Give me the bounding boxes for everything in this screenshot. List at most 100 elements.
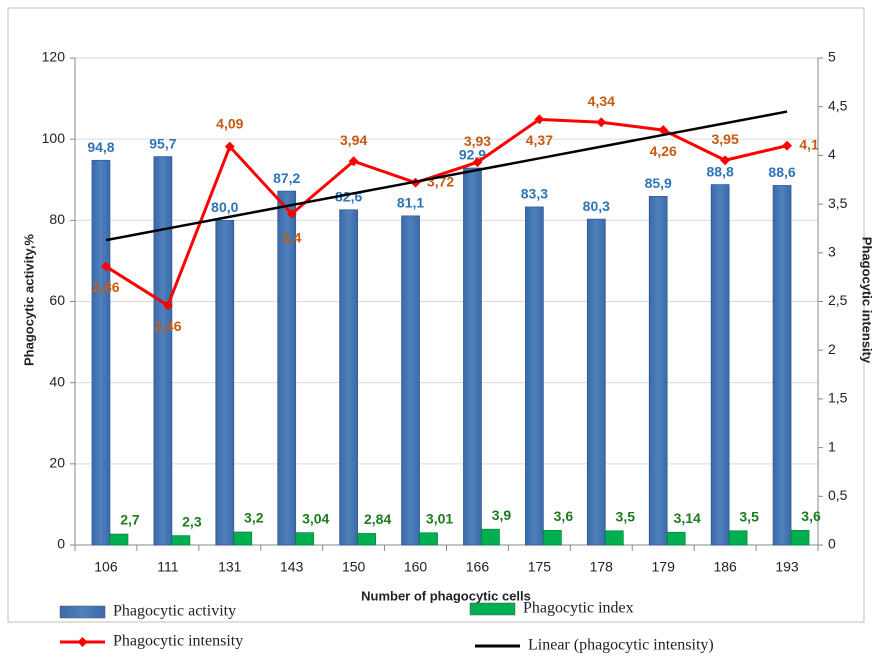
y-tick-label: 100 <box>42 130 66 146</box>
data-label: 88,6 <box>768 164 795 180</box>
data-label: 3,93 <box>464 133 491 149</box>
y2-tick-label: 1 <box>828 438 836 454</box>
x-axis-title: Number of phagocytic cells <box>361 588 531 603</box>
y-tick-label: 60 <box>49 292 65 308</box>
legend-label: Linear (phagocytic intensity) <box>528 637 714 654</box>
y2-axis-title: Phagocytic intensity <box>860 237 872 364</box>
marker <box>782 140 792 151</box>
data-label: 81,1 <box>397 195 424 211</box>
bar <box>215 219 235 546</box>
marker <box>658 125 669 136</box>
data-label: 92,9 <box>459 147 486 163</box>
y-tick-label: 20 <box>49 455 65 471</box>
data-label: 80,0 <box>211 199 238 215</box>
marker <box>596 117 607 128</box>
legend-swatch <box>469 602 516 616</box>
x-tick-label: 150 <box>342 559 366 575</box>
trend-line <box>105 110 788 242</box>
data-label: 3,9 <box>492 507 512 523</box>
data-label: 2,86 <box>92 279 119 295</box>
y2-tick-label: 2,5 <box>828 292 848 308</box>
legend-marker <box>77 637 88 647</box>
data-label: 3,4 <box>282 230 302 246</box>
bar <box>277 190 297 546</box>
data-label: 3,2 <box>244 510 264 526</box>
data-label: 94,8 <box>87 139 114 155</box>
data-label: 4,34 <box>588 93 615 109</box>
y-axis-title: Phagocytic activity,% <box>21 234 36 366</box>
y-tick-label: 0 <box>57 536 65 552</box>
data-label: 3,6 <box>554 508 574 524</box>
data-label: 87,2 <box>273 170 300 186</box>
x-tick-label: 143 <box>280 559 304 575</box>
y2-tick-label: 3,5 <box>828 195 848 211</box>
data-label: 3,5 <box>739 508 759 524</box>
x-tick-label: 193 <box>775 559 799 575</box>
data-label: 85,9 <box>645 175 672 191</box>
y2-tick-label: 5 <box>828 49 836 65</box>
y-tick-label: 40 <box>49 373 65 389</box>
bar <box>339 209 358 546</box>
data-label: 4,09 <box>216 115 243 131</box>
y2-tick-label: 4,5 <box>828 97 848 113</box>
data-label: 2,7 <box>120 512 140 528</box>
bar <box>463 167 482 546</box>
data-label: 2,46 <box>154 318 181 334</box>
y2-tick-label: 3 <box>828 244 836 260</box>
line <box>105 117 788 308</box>
bar <box>357 533 376 546</box>
x-tick-label: 166 <box>466 559 490 575</box>
bar <box>91 159 111 546</box>
bar <box>419 532 438 546</box>
x-tick-label: 179 <box>652 559 676 575</box>
bar <box>604 530 624 546</box>
data-label: 3,01 <box>426 510 453 526</box>
marker <box>534 114 545 125</box>
x-tick-label: 175 <box>528 559 552 575</box>
bar <box>790 530 810 546</box>
chart-frame <box>7 7 865 623</box>
bar <box>666 531 686 546</box>
x-tick-label: 186 <box>713 559 737 575</box>
legend-label: Phagocytic activity <box>113 603 236 620</box>
data-label: 4,37 <box>526 132 553 148</box>
bar <box>401 215 420 546</box>
x-tick-label: 178 <box>590 559 614 575</box>
bar <box>648 196 668 546</box>
legend-label: Phagocytic intensity <box>113 633 243 650</box>
bar <box>153 156 173 546</box>
y2-tick-label: 0 <box>828 536 836 552</box>
x-tick-label: 111 <box>157 559 178 575</box>
data-label: 3,95 <box>712 131 739 147</box>
data-label: 2,3 <box>182 513 202 529</box>
y2-tick-label: 1,5 <box>828 390 848 406</box>
marker <box>720 155 731 166</box>
marker <box>348 156 359 167</box>
marker <box>162 300 173 311</box>
x-tick-label: 131 <box>218 559 242 575</box>
data-label: 3,14 <box>674 510 701 526</box>
legend-label: Phagocytic index <box>523 600 634 617</box>
y2-tick-label: 2 <box>828 341 836 357</box>
marker <box>224 141 235 152</box>
data-label: 4,26 <box>650 143 677 159</box>
bar <box>586 218 606 546</box>
data-label: 3,04 <box>302 510 329 526</box>
legend-swatch <box>59 605 106 619</box>
y-tick-label: 120 <box>42 49 66 65</box>
x-tick-label: 106 <box>94 559 118 575</box>
y2-tick-label: 0,5 <box>828 487 848 503</box>
bar <box>728 530 748 546</box>
data-label: 3,6 <box>801 508 821 524</box>
data-label: 3,5 <box>616 508 636 524</box>
x-tick-label: 160 <box>404 559 428 575</box>
marker <box>286 208 297 219</box>
bar <box>481 528 500 546</box>
y-tick-label: 80 <box>49 211 65 227</box>
bar <box>525 206 544 546</box>
data-label: 95,7 <box>149 135 176 151</box>
data-label: 3,94 <box>340 132 367 148</box>
y2-tick-label: 4 <box>828 146 836 162</box>
data-label: 4,1 <box>799 136 819 152</box>
